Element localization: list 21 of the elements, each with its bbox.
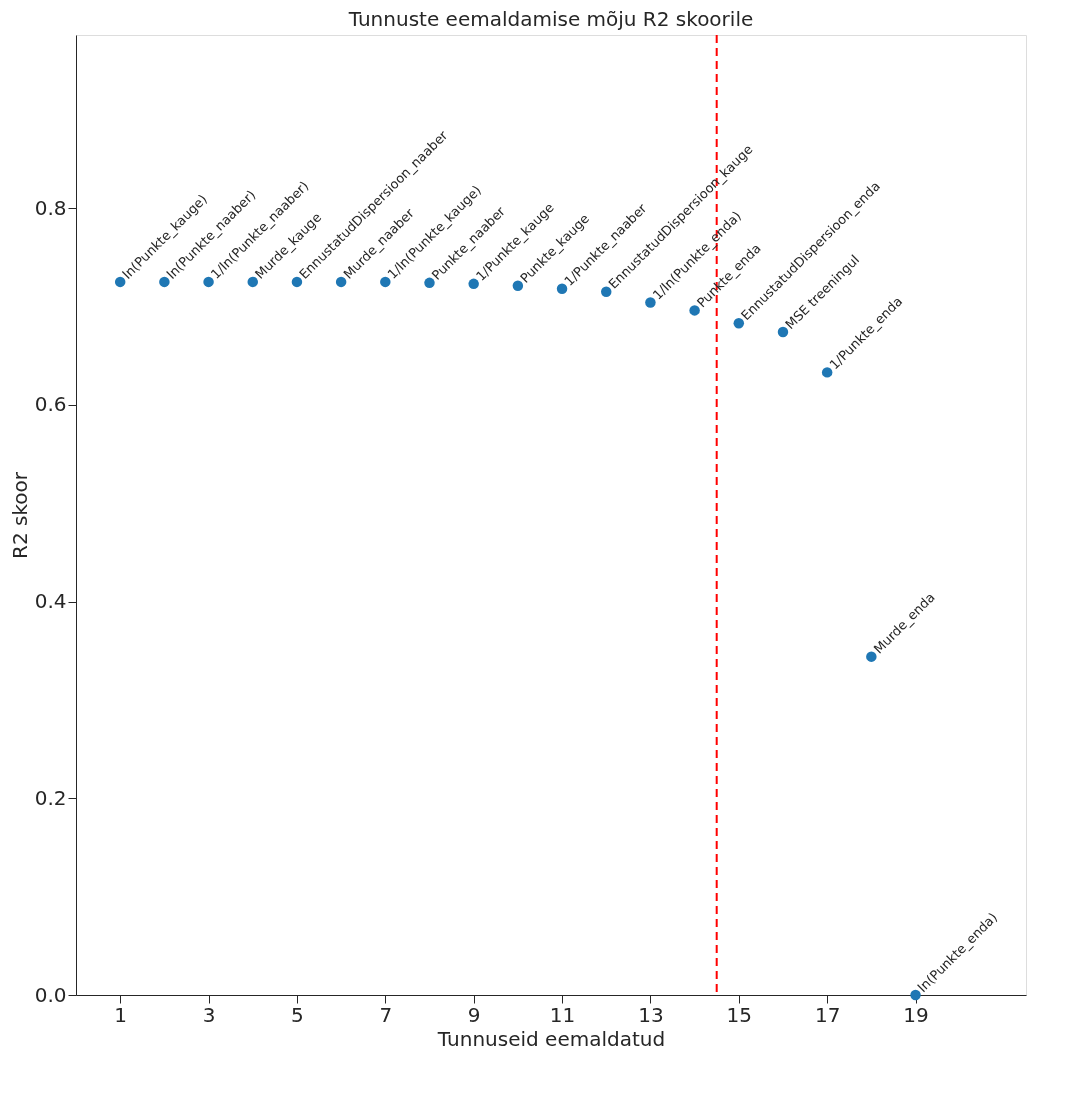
x-tick-label: 11: [549, 1002, 576, 1027]
point: [821, 367, 833, 378]
x-tick-label: 15: [726, 1002, 753, 1027]
y-tick-label: 0.4: [34, 589, 67, 614]
point: [689, 305, 700, 316]
point: [645, 297, 656, 308]
x-tick-label: 3: [202, 1002, 216, 1027]
x-tick-label: 7: [379, 1002, 393, 1027]
y-tick-label: 0.6: [34, 392, 67, 417]
y-tick-label: 0.8: [34, 195, 67, 220]
y-tick-label: 0.2: [34, 785, 67, 810]
x-tick-label: 17: [814, 1002, 841, 1027]
x-tick-label: 9: [467, 1002, 481, 1027]
y-tick-label: 0.0: [34, 982, 67, 1007]
y-axis-title: R2 skoor: [7, 471, 32, 559]
x-tick-label: 5: [291, 1002, 304, 1027]
x-tick-label: 13: [638, 1002, 664, 1027]
x-tick-label: 1: [114, 1002, 128, 1027]
x-axis-title: Tunnuseid eemaldatud: [436, 1026, 666, 1051]
x-tick-label: 19: [903, 1002, 929, 1027]
chart-title: Tunnuste eemaldamise mõju R2 skoorile: [347, 7, 754, 31]
